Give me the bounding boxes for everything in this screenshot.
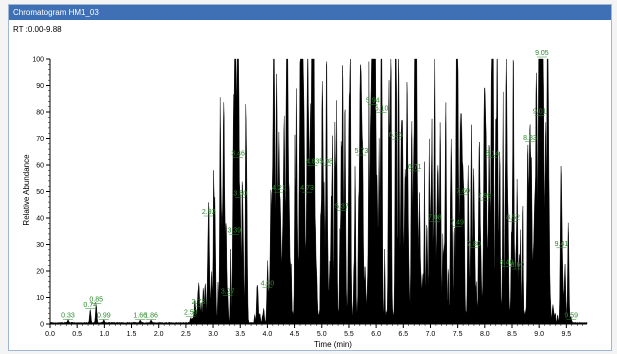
x-tick-label: 5.5 [344, 331, 354, 338]
x-tick-label: 7.0 [426, 331, 436, 338]
window-title: Chromatogram HM1_03 [9, 5, 611, 20]
peak-label: 0.99 [97, 312, 111, 319]
peak-label: 3.39 [227, 228, 241, 235]
peak-label: 1.86 [144, 312, 158, 319]
peak-label: 6.71 [408, 164, 422, 171]
peak-label: 5.08 [319, 159, 333, 166]
x-tick-label: 6.5 [398, 331, 408, 338]
y-tick-label: 70 [36, 136, 44, 143]
x-tick-label: 9.0 [534, 331, 544, 338]
peak-label: 2.59 [184, 310, 198, 317]
y-tick-label: 0 [40, 322, 44, 329]
peak-label: 7.08 [428, 214, 442, 221]
peak-label: 8.40 [500, 259, 514, 266]
y-tick-label: 20 [36, 269, 44, 276]
peak-label: 7.80 [467, 241, 481, 248]
rt-range-label: RT :0.00-9.88 [13, 25, 62, 34]
x-tick-label: 6.0 [371, 331, 381, 338]
y-tick-label: 30 [36, 242, 44, 249]
x-tick-label: 0.5 [72, 331, 82, 338]
peak-label: 8.83 [523, 135, 537, 142]
peak-label: 5.94 [366, 98, 380, 105]
x-tick-label: 3.0 [208, 331, 218, 338]
peak-label: 2.92 [202, 209, 216, 216]
peak-label: 9.41 [555, 241, 569, 248]
peak-label: 2.73 [192, 299, 206, 306]
x-tick-label: 4.0 [263, 331, 273, 338]
peak-label: 6.10 [375, 106, 389, 113]
peak-label: 8.60 [511, 262, 525, 269]
peak-label: 5.37 [335, 204, 349, 211]
x-tick-label: 2.5 [181, 331, 191, 338]
peak-label: 8.52 [506, 214, 520, 221]
peak-label: 3.46 [231, 151, 245, 158]
peak-label: 9.59 [564, 312, 578, 319]
peak-label: 9.01 [533, 108, 547, 115]
peak-label: 7.49 [450, 220, 464, 227]
peak-label: 9.05 [535, 50, 549, 57]
y-tick-label: 80 [36, 110, 44, 117]
peak-label: 3.50 [233, 190, 247, 197]
peak-labels: 0.33 0.740.85 0.99 1.661.86 2.59 2.73 2.92 3.27… [61, 50, 578, 320]
x-tick-label: 7.5 [453, 331, 463, 338]
y-tick-label: 50 [36, 189, 44, 196]
peak-label: 0.74 [83, 302, 97, 309]
x-tick-label: 4.5 [290, 331, 300, 338]
y-axis-label: Relative Abundance [22, 154, 31, 226]
x-tick-label: 8.0 [480, 331, 490, 338]
y-tick-label: 40 [36, 216, 44, 223]
peak-label: 5.73 [355, 148, 369, 155]
peak-label: 1.66 [133, 312, 147, 319]
peak-label: 6.36 [389, 132, 403, 139]
peak-label: 4.83 [306, 159, 320, 166]
chromatogram-trace [49, 58, 588, 325]
y-tick-label: 60 [36, 163, 44, 170]
x-axis-label: Time (min) [314, 340, 352, 349]
peak-label: 0.85 [89, 296, 103, 303]
peak-label: 4.21 [272, 185, 286, 192]
peak-label: 7.60 [456, 188, 470, 195]
chart-trace [49, 58, 588, 325]
x-tick-label: 1.0 [99, 331, 109, 338]
y-tick-label: 90 [36, 83, 44, 90]
x-tick-label: 1.5 [127, 331, 137, 338]
x-tick-label: 3.5 [235, 331, 245, 338]
peak-label: 8.14 [486, 151, 500, 158]
y-tick-label: 100 [32, 57, 44, 64]
peak-label: 4.73 [300, 185, 314, 192]
x-tick-label: 9.5 [561, 331, 571, 338]
peak-label: 7.99 [477, 193, 491, 200]
peak-label: 4.00 [261, 281, 275, 288]
x-tick-label: 0.0 [45, 331, 55, 338]
x-tick-label: 5.0 [317, 331, 327, 338]
x-tick-label: 2.0 [154, 331, 164, 338]
x-tick-label: 8.5 [507, 331, 517, 338]
peak-label: 3.27 [221, 289, 235, 296]
peak-label: 0.33 [61, 312, 75, 319]
y-tick-label: 10 [36, 295, 44, 302]
